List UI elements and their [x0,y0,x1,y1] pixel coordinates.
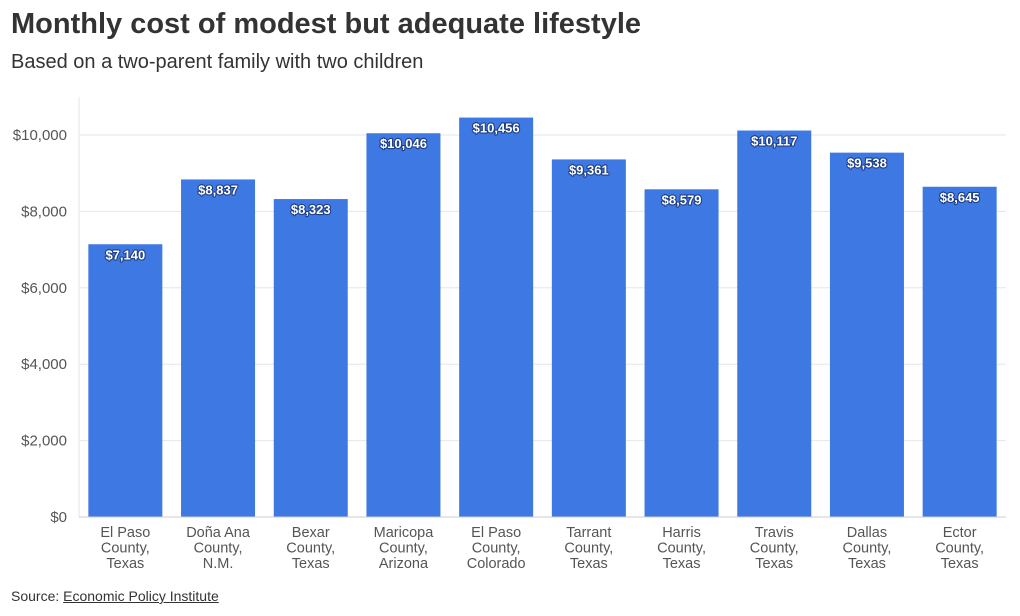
bar-value-label: $10,456 [473,121,520,136]
x-tick-label: Travis County, Texas [750,525,799,572]
source-label: Source: [11,588,64,604]
chart-subtitle: Based on a two-parent family with two ch… [11,51,424,73]
y-tick-label: $6,000 [21,280,67,297]
bar [829,152,904,517]
source-note: Source: Economic Policy Institute [11,588,219,604]
x-tick-label: El Paso County, Colorado [467,525,526,572]
bar-value-label: $8,323 [291,202,331,217]
bar [273,199,348,517]
x-tick-label: El Paso County, Texas [100,525,150,572]
y-tick-label: $4,000 [21,356,67,373]
bar [181,179,256,517]
bar-value-label: $8,837 [198,182,238,197]
bar-value-label: $9,361 [569,162,609,177]
x-tick-label: Tarrant County, Texas [564,525,613,572]
bar [922,186,997,518]
bar [88,244,163,517]
x-tick-label: Dallas County, Texas [842,525,891,572]
x-tick-label: Harris County, Texas [657,525,706,572]
bar [366,133,441,517]
x-tick-label: Ector County, Texas [935,525,984,572]
y-tick-label: $10,000 [13,127,67,144]
source-link[interactable]: Economic Policy Institute [63,588,219,604]
bar [737,130,812,518]
bar-value-label: $7,140 [105,247,145,262]
y-tick-label: $2,000 [21,433,67,450]
chart-title: Monthly cost of modest but adequate life… [11,8,642,40]
x-tick-label: Bexar County, Texas [286,525,335,572]
bar [551,159,626,518]
bar-value-label: $8,579 [662,192,702,207]
bar-value-label: $10,117 [751,134,797,149]
bar-value-label: $9,538 [847,156,887,171]
x-tick-label: Maricopa County, Arizona [374,525,435,572]
y-tick-label: $0 [50,509,67,526]
bar [644,189,719,517]
y-tick-label: $8,000 [21,203,67,220]
bar [459,117,534,517]
x-tick-label: Doña Ana County, N.M. [186,525,251,572]
bar-value-label: $8,645 [940,190,980,205]
bar-value-label: $10,046 [380,136,427,151]
